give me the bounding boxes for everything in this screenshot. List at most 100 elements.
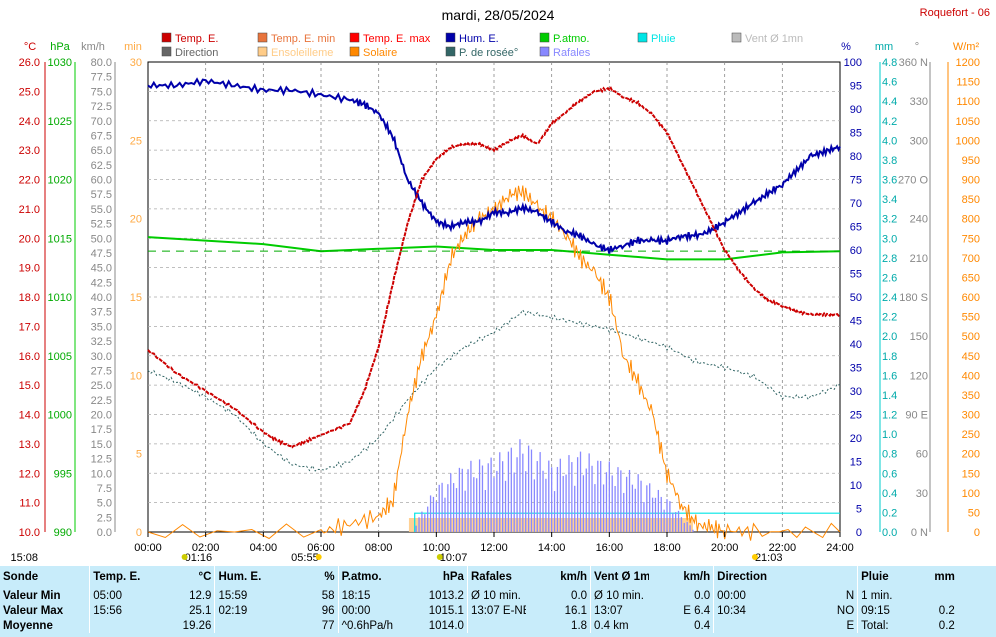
- marker-label: 10:07: [440, 552, 468, 564]
- stats-value: 19.26: [182, 619, 212, 632]
- wind-tick-label: 45.0: [91, 263, 112, 275]
- stats-value: E 6.4: [683, 604, 711, 617]
- unit-label: hPa: [50, 41, 70, 53]
- solar-tick-label: 750: [962, 233, 980, 245]
- temp-tick-label: 26.0: [19, 57, 40, 69]
- x-tick-label: 20:00: [711, 542, 739, 554]
- stats-value: 16.1: [564, 604, 588, 617]
- humidity-tick-label: 85: [850, 128, 862, 140]
- humidity-tick-label: 75: [850, 175, 862, 187]
- legend-swatch: [257, 46, 268, 57]
- wind-tick-label: 77.5: [91, 72, 112, 84]
- unit-label: min: [124, 41, 142, 53]
- stats-row-label: Valeur Max: [3, 604, 64, 617]
- chart-title: mardi, 28/05/2024: [442, 7, 555, 23]
- rain-tick-label: 2.4: [882, 292, 897, 304]
- solar-tick-label: 850: [962, 194, 980, 206]
- rain-line: [414, 512, 840, 532]
- solar-tick-label: 950: [962, 155, 980, 167]
- stats-unit: mm: [934, 571, 955, 583]
- marker-label: 15:08: [10, 552, 38, 564]
- x-tick-label: 22:00: [769, 542, 797, 554]
- stats-value: 96: [321, 604, 335, 617]
- minutes-tick-label: 25: [130, 135, 142, 147]
- temp-tick-label: 11.0: [19, 498, 40, 510]
- humidity-tick-label: 30: [850, 386, 862, 398]
- stats-value: NO: [836, 604, 855, 617]
- solar-tick-label: 1000: [956, 135, 980, 147]
- pressure-tick-label: 1030: [48, 57, 72, 69]
- rain-tick-label: 1.4: [882, 390, 897, 402]
- solar-tick-label: 300: [962, 410, 980, 422]
- legend-swatch: [539, 32, 550, 43]
- temp-tick-label: 22.0: [19, 175, 40, 187]
- legend: Temp. E. Temp. E. min Temp. E. max Hum. E. P…: [161, 32, 803, 59]
- humidity-tick-label: 40: [850, 339, 862, 351]
- legend-swatch: [161, 46, 172, 57]
- chart-background: [0, 0, 996, 566]
- humidity-tick-label: 100: [844, 57, 862, 69]
- direction-tick-label: 60: [916, 449, 928, 461]
- solar-tick-label: 1050: [956, 116, 980, 128]
- rain-tick-label: 1.8: [882, 351, 897, 363]
- stats-unit: km/h: [560, 571, 588, 583]
- temp-tick-label: 12.0: [19, 468, 40, 480]
- stats-cell: 09:15: [857, 603, 894, 618]
- wind-tick-label: 15.0: [91, 439, 112, 451]
- solar-tick-label: 250: [962, 429, 980, 441]
- pressure-tick-label: 1025: [48, 116, 72, 128]
- stats-cell: [214, 618, 280, 633]
- stats-cell: 13:07 E-NE: [466, 603, 526, 618]
- humidity-tick-label: 35: [850, 363, 862, 375]
- rain-tick-label: 0.2: [882, 507, 897, 519]
- x-axis: 00:00 02:00 04:00 06:00 08:00 10:00 12:00 14:00…: [10, 532, 854, 564]
- wind-tick-label: 30.0: [91, 351, 112, 363]
- rain-tick-label: 4.6: [882, 77, 897, 89]
- wind-tick-label: 2.5: [97, 512, 112, 524]
- stats-unit: [772, 566, 858, 588]
- direction-tick-label: 270 O: [898, 175, 928, 187]
- direction-tick-label: 180 S: [899, 292, 928, 304]
- rain-tick-label: 4.2: [882, 116, 897, 128]
- wind-tick-label: 57.5: [91, 189, 112, 201]
- wind-tick-label: 75.0: [91, 86, 112, 98]
- rain-tick-label: 2.8: [882, 253, 897, 265]
- grid: [147, 61, 841, 533]
- stats-cell: Ø 10 min.: [466, 588, 526, 603]
- stats-cell: 00:00: [713, 588, 773, 603]
- humidity-tick-label: 50: [850, 292, 862, 304]
- solar-tick-label: 700: [962, 253, 980, 265]
- sun-marker-icon: [751, 554, 758, 560]
- stats-cell: 00:00: [337, 603, 403, 618]
- unit-label: %: [841, 41, 851, 53]
- solar-tick-label: 350: [962, 390, 980, 402]
- humidity-tick-label: 65: [850, 222, 862, 234]
- rain-tick-label: 1.2: [882, 410, 897, 422]
- rain-tick-label: 0.0: [882, 527, 897, 539]
- solar-tick-label: 400: [962, 370, 980, 382]
- stats-table: Sonde Temp. E. °C Hum. E.% P.atmo. hPa Rafales…: [0, 566, 996, 637]
- wind-tick-label: 20.0: [91, 410, 112, 422]
- wind-tick-label: 0.0: [97, 527, 112, 539]
- stats-header: Sonde: [3, 571, 39, 583]
- marker-label: 21:03: [755, 552, 783, 564]
- minutes-tick-label: 30: [130, 57, 142, 69]
- solar-tick-label: 600: [962, 292, 980, 304]
- stats-value: 1013.2: [428, 589, 464, 602]
- stats-value: [893, 588, 958, 603]
- temp-tick-label: 15.0: [19, 380, 40, 392]
- rain-tick-label: 3.0: [882, 233, 897, 245]
- x-tick-label: 18:00: [653, 542, 681, 554]
- pressure-tick-label: 995: [54, 468, 72, 480]
- pressure-line: [147, 236, 841, 261]
- pressure-tick-label: 990: [54, 527, 72, 539]
- x-tick-label: 00:00: [134, 542, 162, 554]
- rain-tick-label: 3.8: [882, 155, 897, 167]
- pressure-tick-label: 1015: [48, 233, 72, 245]
- sun-marker-icon: [315, 554, 322, 560]
- humidity-tick-label: 55: [850, 269, 862, 281]
- unit-label: km/h: [81, 41, 105, 53]
- legend-swatch: [161, 32, 172, 43]
- humidity-tick-label: 10: [850, 480, 862, 492]
- humidity-tick-label: 45: [850, 316, 862, 328]
